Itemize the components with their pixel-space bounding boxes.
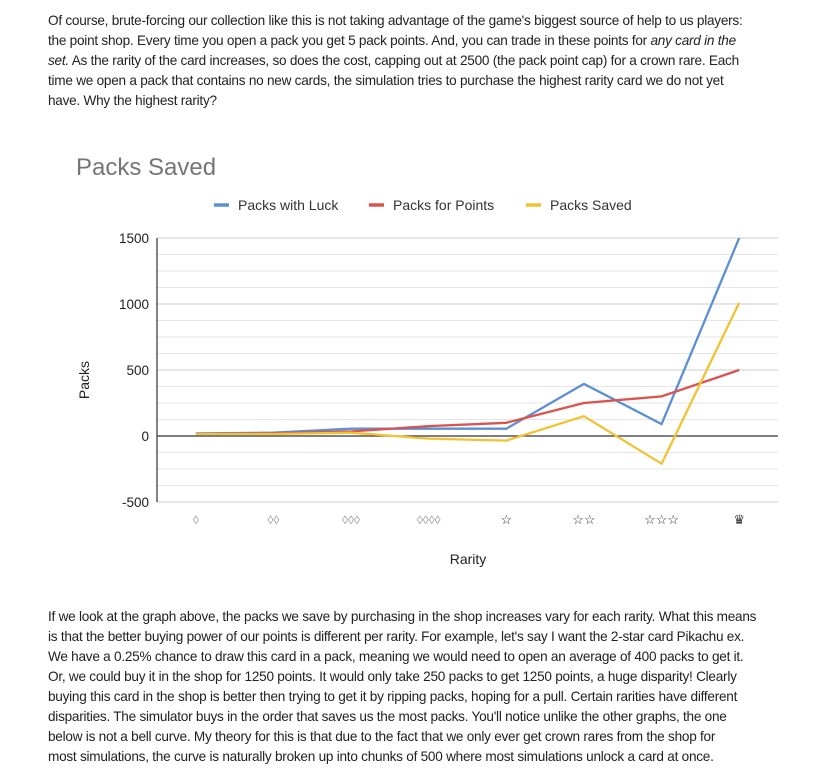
emphasis: set. xyxy=(48,53,69,68)
intro-paragraph: Of course, brute-forcing our collection … xyxy=(48,11,743,111)
x-tick-label: ☆☆☆ xyxy=(644,512,679,527)
series-line-packs-for-points xyxy=(195,368,740,436)
text-line: buying this card in the shop is better t… xyxy=(48,689,738,704)
legend-label: Packs for Points xyxy=(393,197,494,213)
y-tick-label: 500 xyxy=(126,363,149,378)
text-line: time we open a pack that contains no new… xyxy=(48,73,724,88)
y-tick-label: 1000 xyxy=(119,297,149,312)
emphasis: any card in the xyxy=(650,33,736,48)
text-line: most simulations, the curve is naturally… xyxy=(48,749,714,764)
x-tick-label: ◊◊◊ xyxy=(342,513,360,527)
x-tick-label: ☆ xyxy=(500,512,512,527)
legend-label: Packs with Luck xyxy=(238,197,339,213)
y-tick-label: -500 xyxy=(122,495,149,510)
text-line: We have a 0.25% chance to draw this card… xyxy=(48,649,744,664)
series-line-packs-saved xyxy=(195,302,741,465)
text-line: Of course, brute-forcing our collection … xyxy=(48,13,743,28)
text-line: Or, we could buy it in the shop for 1250… xyxy=(48,669,737,684)
x-tick-label: ◊◊◊◊ xyxy=(417,513,441,527)
y-axis-label: Packs xyxy=(76,361,92,399)
y-tick-label: 1500 xyxy=(119,231,149,246)
text-line: disparities. The simulator buys in the o… xyxy=(48,709,727,724)
text-line: have. Why the highest rarity? xyxy=(48,93,217,108)
x-tick-label: ◊◊ xyxy=(268,513,280,527)
x-tick-label: ◊ xyxy=(193,513,199,527)
x-tick-label: ♛ xyxy=(733,512,745,527)
text-line: If we look at the graph above, the packs… xyxy=(48,609,757,624)
outro-paragraph: If we look at the graph above, the packs… xyxy=(48,607,756,767)
text-line: is that the better buying power of our p… xyxy=(48,629,745,644)
x-tick-label: ☆☆ xyxy=(572,512,595,527)
chart-title: Packs Saved xyxy=(76,154,216,181)
text-segment: As the rarity of the card increases, so … xyxy=(68,53,739,68)
y-tick-label: 0 xyxy=(141,429,149,444)
text-line: the point shop. Every time you open a pa… xyxy=(48,31,742,51)
text-segment: the point shop. Every time you open a pa… xyxy=(48,33,651,48)
legend-label: Packs Saved xyxy=(550,197,632,213)
series-line-packs-with-luck xyxy=(195,238,741,435)
x-axis-label: Rarity xyxy=(450,551,487,567)
text-line: below is not a bell curve. My theory for… xyxy=(48,729,716,744)
text-line: set. As the rarity of the card increases… xyxy=(48,51,742,71)
